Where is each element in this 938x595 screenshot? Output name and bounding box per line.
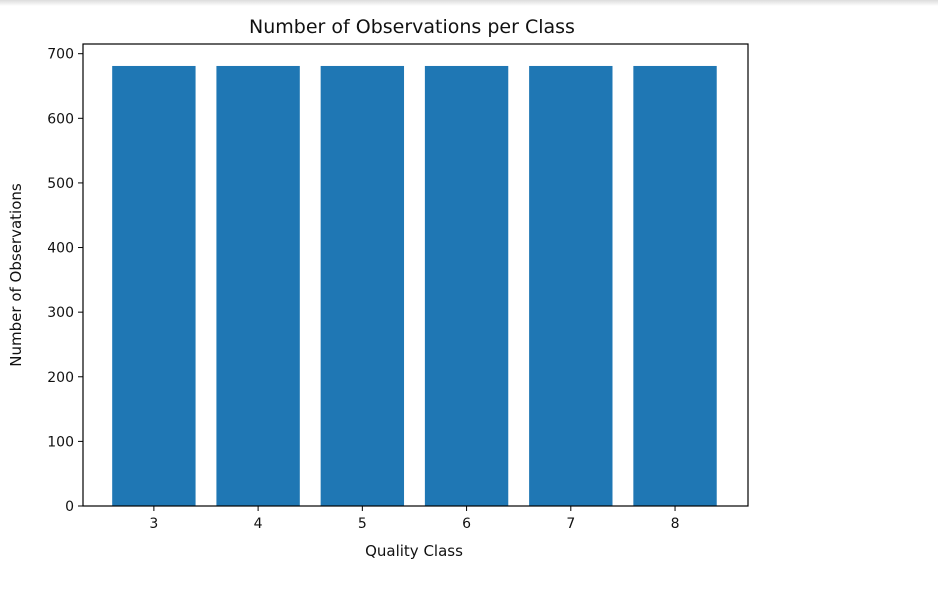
y-tick-label: 700 (47, 47, 74, 63)
x-tick-label: 5 (358, 516, 367, 532)
bar-3 (112, 65, 196, 506)
bars-group (112, 65, 717, 506)
bar-8 (633, 65, 717, 506)
y-tick-label: 100 (47, 434, 74, 450)
y-tick-label: 200 (47, 370, 74, 386)
y-axis-ticks: 0 100 200 300 400 500 600 700 (47, 47, 83, 515)
y-tick-label: 500 (47, 176, 74, 192)
bar-7 (529, 65, 613, 506)
x-tick-label: 6 (462, 516, 471, 532)
x-tick-label: 7 (566, 516, 575, 532)
y-tick-label: 0 (65, 499, 74, 515)
axes-frame (82, 43, 749, 507)
bar-4 (216, 65, 300, 506)
window-top-edge (0, 0, 938, 6)
y-tick-label: 600 (47, 111, 74, 127)
y-axis-label: Number of Observations (7, 183, 25, 367)
y-tick-label: 400 (47, 241, 74, 257)
chart-title: Number of Observations per Class (249, 16, 575, 38)
bar-5 (320, 65, 405, 506)
x-axis-ticks: 3 4 5 6 7 8 (149, 506, 679, 532)
y-tick-label: 300 (47, 305, 74, 321)
x-tick-label: 4 (254, 516, 263, 532)
x-axis-label: Quality Class (365, 542, 463, 560)
bar-6 (424, 65, 509, 506)
x-tick-label: 8 (671, 516, 680, 532)
x-tick-label: 3 (149, 516, 158, 532)
